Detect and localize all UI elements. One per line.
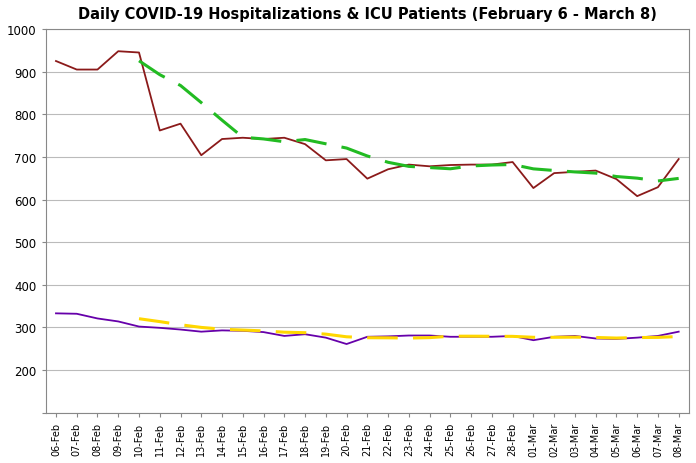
Title: Daily COVID-19 Hospitalizations & ICU Patients (February 6 - March 8): Daily COVID-19 Hospitalizations & ICU Pa… <box>78 7 657 22</box>
